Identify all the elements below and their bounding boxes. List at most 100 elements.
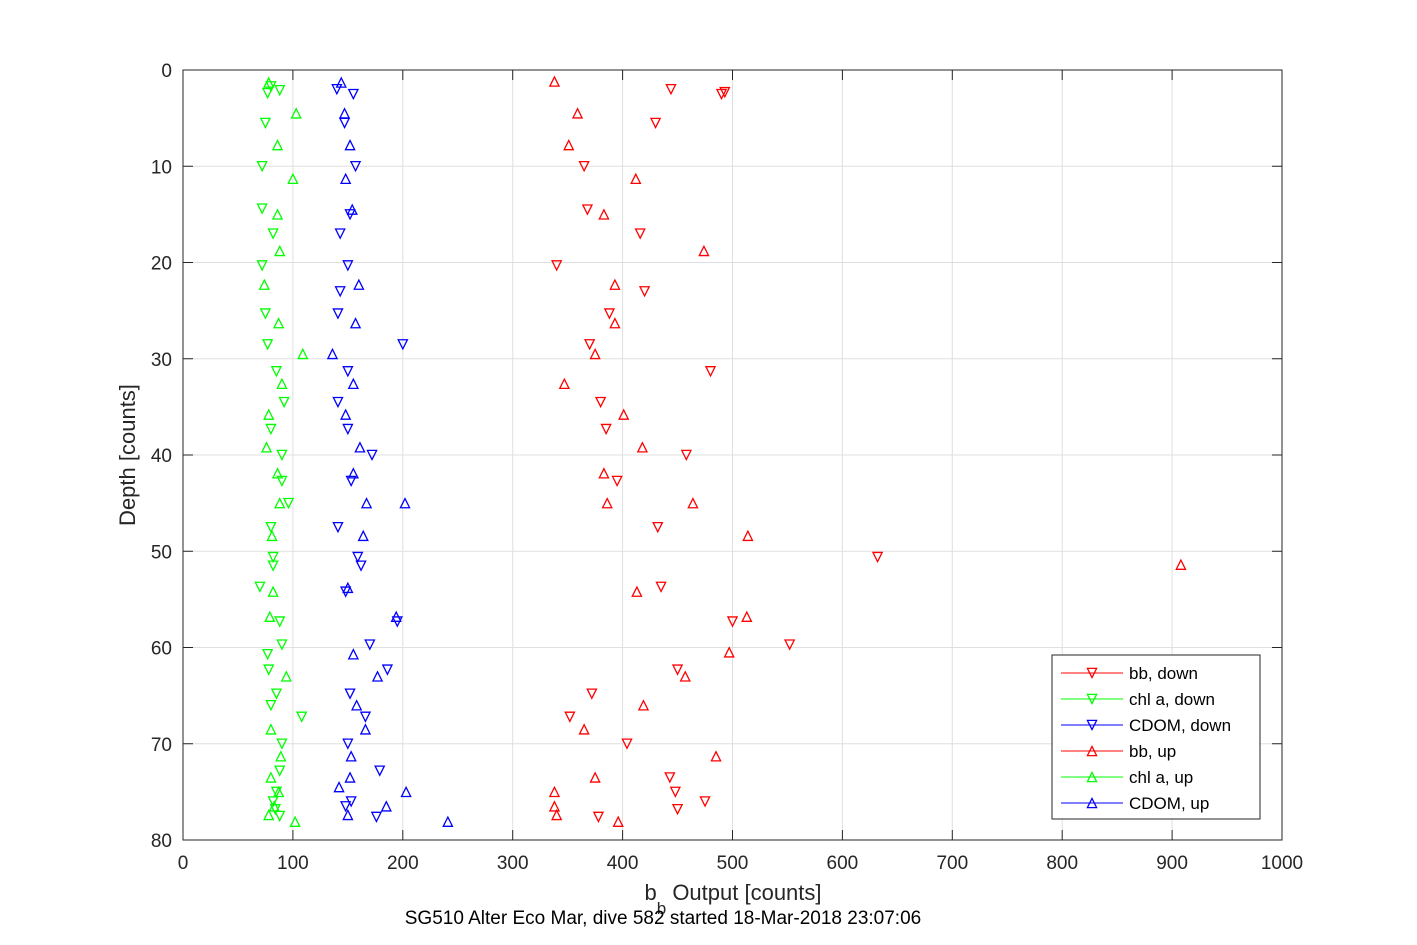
- data-point-bb-down: [871, 551, 884, 564]
- data-point-cdom-down: [366, 449, 378, 462]
- data-point-chl-a-up: [297, 347, 309, 360]
- data-point-chl-a-down: [274, 616, 286, 628]
- data-point-cdom-up: [359, 723, 372, 735]
- x-tick-label: 1000: [1261, 853, 1303, 874]
- data-point-cdom-up: [349, 317, 362, 329]
- data-point-chl-a-down: [261, 648, 274, 661]
- data-point-cdom-down: [364, 639, 376, 651]
- data-point-chl-a-up: [263, 408, 275, 420]
- data-point-bb-down: [783, 639, 796, 651]
- data-point-cdom-up: [371, 670, 384, 682]
- x-axis-label-subscript: b: [657, 899, 666, 918]
- data-point-bb-up: [679, 670, 691, 682]
- data-point-chl-a-up: [280, 670, 292, 682]
- data-point-cdom-up: [390, 610, 402, 622]
- data-point-chl-a-up: [271, 467, 284, 479]
- data-point-bb-down: [586, 688, 598, 700]
- x-tick-label: 900: [1156, 853, 1188, 874]
- data-point-chl-a-down: [270, 688, 283, 700]
- data-point-bb-up: [687, 497, 699, 509]
- data-point-bb-down: [634, 228, 646, 240]
- data-point-chl-a-up: [263, 76, 275, 88]
- data-point-chl-a-up: [272, 317, 285, 329]
- data-point-bb-down: [649, 117, 662, 129]
- legend-entry: bb, down: [1129, 664, 1198, 683]
- data-point-cdom-up: [347, 648, 359, 660]
- data-point-bb-down: [638, 286, 651, 298]
- data-point-cdom-down: [334, 228, 346, 240]
- legend-marker: [1086, 770, 1098, 783]
- data-point-cdom-up: [338, 107, 351, 119]
- data-point-chl-a-up: [266, 529, 278, 542]
- data-point-bb-down: [671, 664, 684, 676]
- x-tick-label: 200: [387, 853, 419, 874]
- data-point-cdom-down: [345, 475, 357, 488]
- data-point-cdom-down: [344, 688, 356, 700]
- data-point-cdom-down: [347, 88, 359, 101]
- data-point-cdom-up: [380, 800, 392, 812]
- data-point-chl-a-down: [276, 449, 288, 462]
- data-point-cdom-up: [400, 785, 412, 798]
- tick-labels: 0 100 200 300 400 500 600 700 800 900 1000 0 10 20 30 4…: [151, 61, 1303, 874]
- data-point-bb-down: [603, 308, 616, 320]
- data-point-bb-down: [671, 803, 684, 816]
- legend-marker: [1086, 719, 1098, 732]
- data-point-chl-a-down: [259, 308, 272, 320]
- data-point-cdom-down: [332, 396, 344, 409]
- y-tick-label: 0: [161, 61, 172, 82]
- data-point-cdom-down: [332, 308, 344, 320]
- x-tick-label: 800: [1046, 853, 1078, 874]
- legend-entry: CDOM, down: [1129, 716, 1231, 735]
- data-point-chl-a-up: [271, 139, 284, 151]
- x-axis-label-main: b: [644, 880, 656, 905]
- y-tick-label: 70: [151, 735, 172, 756]
- data-point-bb-up: [563, 139, 575, 151]
- data-point-chl-a-down: [270, 366, 283, 378]
- data-point-chl-a-up: [268, 800, 280, 812]
- data-point-bb-down: [652, 521, 664, 534]
- data-point-chl-a-down: [265, 700, 277, 712]
- data-point-chl-a-down: [265, 423, 277, 436]
- data-point-chl-a-down: [259, 117, 272, 129]
- data-point-bb-up: [598, 467, 610, 479]
- data-point-bb-down: [699, 796, 711, 808]
- data-point-cdom-down: [334, 286, 346, 298]
- data-point-cdom-down: [374, 765, 386, 777]
- data-point-cdom-up: [326, 347, 339, 360]
- data-point-bb-down: [564, 711, 576, 723]
- data-point-cdom-down: [349, 160, 362, 173]
- data-point-bb-up: [548, 785, 561, 798]
- data-point-chl-a-up: [274, 244, 286, 257]
- data-point-bb-up: [612, 815, 624, 827]
- data-point-bb-down: [551, 260, 563, 272]
- data-point-chl-a-down: [256, 160, 268, 173]
- data-point-chl-a-down: [261, 87, 274, 100]
- data-point-bb-up: [741, 610, 753, 622]
- data-point-bb-down: [704, 366, 717, 378]
- data-point-bb-down: [600, 423, 612, 436]
- data-point-chl-a-up: [267, 585, 279, 597]
- x-axis-label-rest: Output [counts]: [666, 880, 821, 905]
- data-point-chl-a-down: [256, 260, 268, 272]
- data-point-cdom-up: [335, 76, 347, 88]
- data-point-cdom-down: [332, 521, 344, 534]
- data-point-bb-up: [723, 646, 735, 658]
- data-point-cdom-down: [370, 811, 383, 823]
- data-point-cdom-down: [381, 664, 394, 676]
- data-point-bb-up: [637, 699, 650, 711]
- data-point-cdom-down: [331, 84, 343, 96]
- data-point-chl-a-down: [276, 639, 288, 651]
- data-point-chl-a-up: [258, 278, 270, 290]
- data-point-chl-a-up: [263, 808, 275, 821]
- axes: [182, 69, 1283, 841]
- data-points: [254, 75, 1187, 827]
- data-point-bb-up: [578, 723, 590, 735]
- data-point-bb-down: [611, 475, 623, 488]
- data-point-bb-down: [583, 339, 596, 351]
- data-point-cdom-up: [342, 808, 354, 821]
- data-point-bb-up: [630, 172, 642, 185]
- data-point-bb-up: [571, 107, 584, 119]
- axes-box: [182, 69, 1283, 841]
- x-tick-label: 400: [607, 853, 639, 874]
- data-point-chl-a-down: [267, 551, 279, 564]
